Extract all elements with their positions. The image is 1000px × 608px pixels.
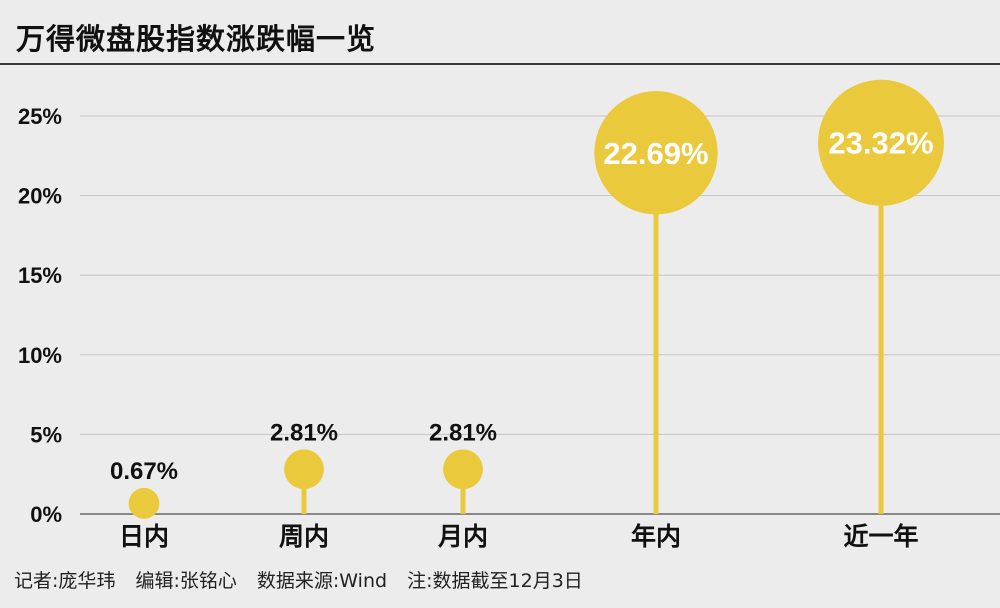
footer-note: 注:数据截至12月3日 <box>407 570 583 592</box>
lollipop-bubble <box>818 79 944 206</box>
x-tick-label: 周内 <box>279 522 329 551</box>
x-tick-label: 近一年 <box>843 522 918 551</box>
x-tick-label: 年内 <box>631 522 681 551</box>
footer-editor: 编辑:张铭心 <box>135 570 237 592</box>
x-tick-label: 日内 <box>119 522 169 551</box>
y-tick-label: 0% <box>30 502 62 527</box>
data-label: 2.81% <box>429 419 497 446</box>
data-label: 0.67% <box>110 458 178 485</box>
footer-source: 数据来源:Wind <box>256 570 388 592</box>
footer-author: 记者:庞华玮 <box>14 570 116 592</box>
lollipop-chart: 0% 5% 10% 15% 20% 25% 0.67% 日内 2.81% 周内 2.81% 月内 22.… <box>18 79 1000 551</box>
y-tick-label: 5% <box>30 422 62 447</box>
chart-title: 万得微盘股指数涨跌幅一览 <box>16 22 377 56</box>
y-tick-label: 10% <box>18 343 62 368</box>
data-label: 2.81% <box>270 419 338 446</box>
lollipop-bubble <box>128 487 160 519</box>
x-tick-label: 月内 <box>437 522 488 551</box>
data-label: 22.69% <box>603 136 708 171</box>
y-tick-label: 25% <box>18 104 62 129</box>
lollipop-bubble <box>284 449 324 490</box>
footer-credits: 记者:庞华玮 编辑:张铭心 数据来源:Wind 注:数据截至12月3日 <box>14 566 597 593</box>
data-label: 23.32% <box>828 126 933 161</box>
y-tick-label: 20% <box>18 184 62 209</box>
title-divider <box>0 63 1000 65</box>
lollipop-bubble <box>443 449 483 490</box>
lollipop-bubble <box>594 91 718 215</box>
y-tick-label: 15% <box>18 263 62 288</box>
